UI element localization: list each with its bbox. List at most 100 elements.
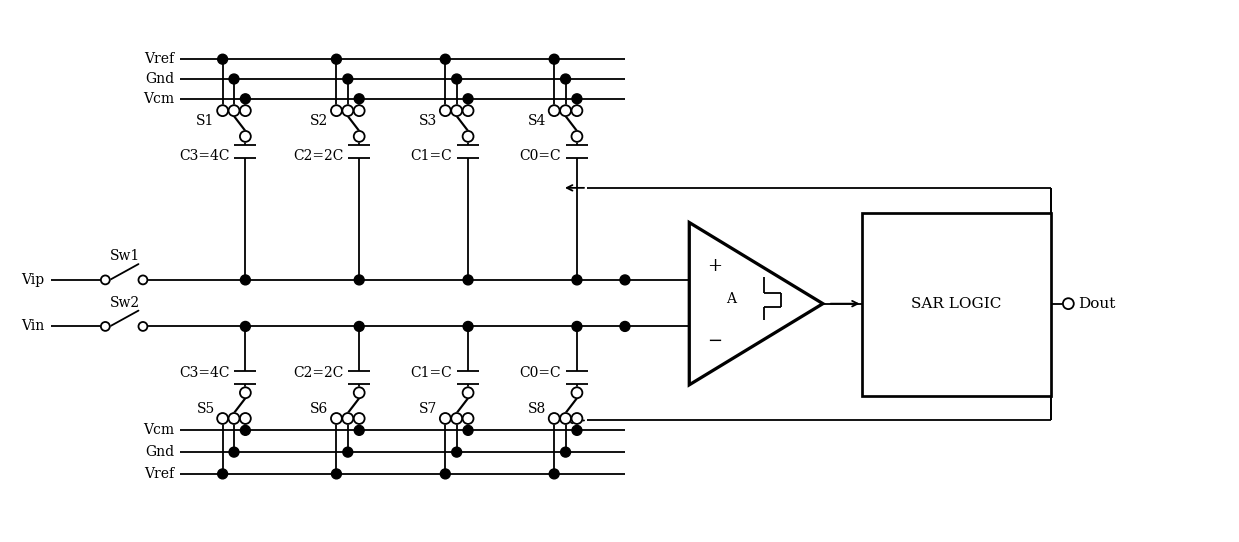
Text: −: − xyxy=(707,332,722,350)
Circle shape xyxy=(100,275,110,285)
Text: Vcm: Vcm xyxy=(144,92,175,106)
Text: S7: S7 xyxy=(419,402,437,416)
Circle shape xyxy=(572,275,582,285)
Text: S6: S6 xyxy=(310,402,328,416)
Circle shape xyxy=(217,413,228,424)
Text: C1=C: C1=C xyxy=(410,149,452,163)
Text: Vip: Vip xyxy=(21,273,45,287)
Circle shape xyxy=(331,105,342,116)
Circle shape xyxy=(572,94,582,104)
Circle shape xyxy=(451,105,462,116)
Circle shape xyxy=(560,105,571,116)
Circle shape xyxy=(228,413,239,424)
Circle shape xyxy=(440,413,451,424)
Circle shape xyxy=(440,469,450,479)
Circle shape xyxy=(571,388,582,398)
Text: S5: S5 xyxy=(197,402,214,416)
Circle shape xyxy=(332,54,342,64)
Circle shape xyxy=(620,275,629,285)
Circle shape xyxy=(549,469,559,479)
Circle shape xyxy=(451,413,462,424)
Circle shape xyxy=(354,425,364,435)
Text: S1: S1 xyxy=(196,114,214,127)
Circle shape xyxy=(240,425,250,435)
Circle shape xyxy=(342,105,353,116)
Circle shape xyxy=(240,94,250,104)
Circle shape xyxy=(240,388,250,398)
Text: C2=2C: C2=2C xyxy=(292,366,343,380)
Text: C3=4C: C3=4C xyxy=(180,149,229,163)
Circle shape xyxy=(549,105,560,116)
Circle shape xyxy=(1063,298,1074,309)
Circle shape xyxy=(354,413,364,424)
Circle shape xyxy=(463,425,473,435)
Circle shape xyxy=(354,94,364,104)
Circle shape xyxy=(440,54,450,64)
Circle shape xyxy=(229,74,239,84)
Circle shape xyxy=(463,321,473,331)
Text: Vref: Vref xyxy=(145,52,175,66)
Text: SAR LOGIC: SAR LOGIC xyxy=(912,297,1001,311)
Circle shape xyxy=(240,131,250,142)
Circle shape xyxy=(331,413,342,424)
Circle shape xyxy=(228,105,239,116)
Circle shape xyxy=(560,74,570,84)
Circle shape xyxy=(572,425,582,435)
Circle shape xyxy=(240,275,250,285)
Circle shape xyxy=(240,105,250,116)
Circle shape xyxy=(139,322,147,331)
Circle shape xyxy=(452,447,462,457)
Text: S4: S4 xyxy=(528,114,546,127)
Circle shape xyxy=(549,413,560,424)
Text: C3=4C: C3=4C xyxy=(180,366,229,380)
Circle shape xyxy=(240,413,250,424)
Circle shape xyxy=(572,321,582,331)
Circle shape xyxy=(452,74,462,84)
Circle shape xyxy=(332,469,342,479)
Circle shape xyxy=(218,54,228,64)
Circle shape xyxy=(571,413,582,424)
Circle shape xyxy=(549,54,559,64)
Text: Gnd: Gnd xyxy=(145,445,175,459)
Circle shape xyxy=(240,321,250,331)
Text: Vcm: Vcm xyxy=(144,423,175,437)
Circle shape xyxy=(354,105,364,116)
Circle shape xyxy=(217,105,228,116)
Text: S2: S2 xyxy=(310,114,328,127)
Text: S3: S3 xyxy=(419,114,437,127)
Text: S8: S8 xyxy=(528,402,546,416)
Circle shape xyxy=(342,413,353,424)
Text: Vin: Vin xyxy=(21,319,45,333)
Circle shape xyxy=(354,275,364,285)
Circle shape xyxy=(462,413,473,424)
Text: C2=2C: C2=2C xyxy=(292,149,343,163)
Circle shape xyxy=(139,275,147,285)
Circle shape xyxy=(354,131,364,142)
Circle shape xyxy=(343,74,353,84)
Text: A: A xyxy=(726,292,736,306)
Circle shape xyxy=(463,94,473,104)
Circle shape xyxy=(462,131,473,142)
Bar xyxy=(862,212,1051,396)
Circle shape xyxy=(462,105,473,116)
Text: C1=C: C1=C xyxy=(410,366,452,380)
Circle shape xyxy=(343,447,353,457)
Text: Vref: Vref xyxy=(145,467,175,481)
Circle shape xyxy=(354,321,364,331)
Circle shape xyxy=(571,131,582,142)
Circle shape xyxy=(620,321,629,331)
Text: Sw2: Sw2 xyxy=(110,295,140,309)
Circle shape xyxy=(354,388,364,398)
Text: +: + xyxy=(707,257,722,275)
Circle shape xyxy=(463,275,473,285)
Circle shape xyxy=(440,105,451,116)
Circle shape xyxy=(229,447,239,457)
Circle shape xyxy=(462,388,473,398)
Circle shape xyxy=(218,469,228,479)
Circle shape xyxy=(560,413,571,424)
Text: C0=C: C0=C xyxy=(519,366,561,380)
Text: C0=C: C0=C xyxy=(519,149,561,163)
Text: Sw1: Sw1 xyxy=(110,249,140,263)
Text: Dout: Dout xyxy=(1078,296,1115,311)
Circle shape xyxy=(560,447,570,457)
